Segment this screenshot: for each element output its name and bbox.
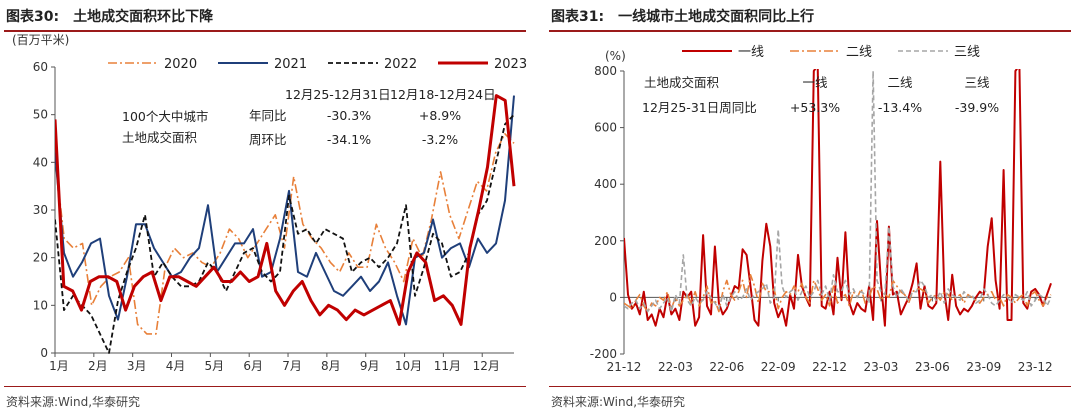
x-tick-label: 6月 [243,359,263,373]
figure-caption: 土地成交面积环比下降 [73,9,214,25]
series-line-一线 [624,69,1052,327]
x-tick-label: 11月 [434,359,461,373]
series-line-2022 [55,114,515,354]
annotation-group-line1: 100个大中城市 [122,109,208,124]
chart-panel-tier-yoy: 图表31: 一线城市土地成交面积同比上行 -200 0 200 400 600 800 21-… [545,0,1075,412]
title-divider [549,30,1071,32]
figure-title: 图表30: 土地成交面积环比下降 [6,6,213,26]
legend-label-2022: 2022 [384,57,417,72]
x-tick-label: 10月 [395,359,422,373]
line-chart-tier-yoy: -200 0 200 400 600 800 21-12 22-03 22-06 22-09 22-… [590,45,1053,374]
annotation-row1-value1: -30.3% [327,108,371,123]
x-tick-label: 8月 [321,359,341,373]
annotation-row2-value2: -3.2% [422,132,458,147]
figure-number: 图表31: [551,9,605,25]
x-tick-label: 22-12 [812,360,847,374]
title-divider [4,30,526,32]
legend-label-2023: 2023 [494,57,527,72]
y-tick-label: 600 [594,121,617,135]
y-tick-label: 30 [33,203,48,217]
series-line-2023 [55,94,516,326]
source-divider [549,386,1071,387]
x-tick-label: 9月 [360,359,380,373]
x-tick-label: 23-06 [915,360,950,374]
annotation-row2-value1: -34.1% [327,132,371,147]
x-tick-label: 4月 [166,359,186,373]
figure-number: 图表30: [6,9,60,25]
x-tick-label: 22-03 [658,360,693,374]
x-tick-label: 21-12 [607,360,642,374]
y-tick-label: 50 [33,108,48,122]
annotation-row1-label: 土地成交面积 [644,75,719,90]
x-tick-label: 2月 [88,359,108,373]
figure-caption: 一线城市土地成交面积同比上行 [618,9,815,25]
y-tick-label: -200 [590,347,617,361]
x-tick-label: 7月 [282,359,302,373]
y-tick-label: 200 [594,234,617,248]
annotation-group-line2: 土地成交面积 [122,130,197,145]
annotation-value-tier2: -13.4% [878,100,922,115]
legend-label-2021: 2021 [274,57,307,72]
figure-title: 图表31: 一线城市土地成交面积同比上行 [551,6,814,26]
y-tick-label: 0 [609,290,617,304]
x-tick-label: 1月 [49,359,69,373]
annotation-col2-header: 二线 [887,75,913,90]
legend-label-二线: 二线 [846,45,872,60]
y-tick-label: 400 [594,177,617,191]
annotation-col1-header: 一线 [802,75,828,90]
y-tick-label: 20 [33,251,48,265]
source-note: 资料来源:Wind,华泰研究 [6,395,141,409]
chart-panel-land-area: 图表30: 土地成交面积环比下降 0 10 20 30 40 50 60 1月 2月 3月 4月 5月 6… [0,0,530,412]
source-note: 资料来源:Wind,华泰研究 [551,395,686,409]
x-tick-label: 3月 [127,359,147,373]
x-tick-label: 22-06 [709,360,744,374]
y-axis-label: (%) [605,49,626,63]
annotation-row2-label: 12月25-31日周同比 [642,100,757,115]
x-tick-label: 12月 [473,359,500,373]
y-tick-label: 10 [33,298,48,312]
y-tick-label: 60 [33,60,48,74]
x-tick-label: 22-09 [761,360,796,374]
line-chart-land-area: 0 10 20 30 40 50 60 1月 2月 3月 4月 5月 6月 7月 8月 9月 10月 11月 12月… [12,33,527,373]
x-tick-label: 23-12 [1018,360,1053,374]
legend-label-三线: 三线 [954,45,980,60]
annotation-col2-header: 12月18-12月24日 [390,87,496,102]
x-tick-label: 5月 [205,359,225,373]
source-divider [4,386,526,387]
annotation-col3-header: 三线 [964,75,990,90]
x-tick-label: 23-09 [966,360,1001,374]
legend-label-2020: 2020 [164,57,197,72]
y-axis-label: (百万平米) [12,33,69,47]
annotation-value-tier3: -39.9% [955,100,999,115]
y-tick-label: 800 [594,64,617,78]
annotation-row1-value2: +8.9% [419,108,461,123]
y-tick-label: 0 [40,346,48,360]
annotation-row2-label: 周环比 [249,132,287,147]
y-tick-label: 40 [33,155,48,169]
x-tick-label: 23-03 [864,360,899,374]
annotation-col1-header: 12月25-12月31日 [285,87,391,102]
series-line-二线 [624,274,1052,313]
legend-label-一线: 一线 [738,45,764,60]
series-line-2020 [55,132,515,335]
series-line-三线 [624,70,1052,313]
annotation-value-tier1: +53.3% [790,100,840,115]
annotation-row1-label: 年同比 [249,108,287,123]
